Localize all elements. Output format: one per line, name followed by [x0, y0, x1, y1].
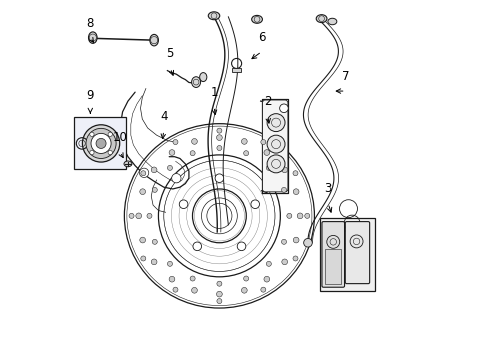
Ellipse shape [199, 73, 206, 82]
Circle shape [169, 276, 175, 282]
Circle shape [179, 200, 187, 208]
Circle shape [141, 171, 145, 176]
Circle shape [303, 238, 312, 247]
Circle shape [152, 188, 157, 192]
Circle shape [82, 125, 120, 162]
Circle shape [243, 276, 248, 281]
Bar [325, 249, 341, 284]
Circle shape [217, 128, 222, 133]
Text: 8: 8 [86, 17, 94, 30]
Circle shape [266, 261, 271, 266]
Circle shape [281, 239, 286, 244]
Ellipse shape [124, 161, 132, 167]
Circle shape [297, 213, 303, 219]
Circle shape [173, 140, 178, 145]
Circle shape [108, 132, 112, 136]
Circle shape [241, 139, 247, 144]
Circle shape [266, 135, 285, 153]
Circle shape [217, 298, 222, 303]
Circle shape [281, 188, 286, 192]
Circle shape [264, 150, 269, 156]
Circle shape [217, 145, 222, 150]
Circle shape [217, 281, 222, 286]
Circle shape [250, 200, 259, 208]
Circle shape [216, 135, 222, 140]
Circle shape [260, 287, 265, 292]
Text: 4: 4 [160, 110, 167, 123]
FancyBboxPatch shape [321, 222, 344, 287]
Bar [319, 218, 375, 291]
Ellipse shape [316, 15, 326, 23]
Text: 6: 6 [258, 31, 265, 44]
Circle shape [91, 134, 111, 153]
Circle shape [139, 168, 148, 177]
Circle shape [190, 276, 195, 281]
Circle shape [260, 140, 265, 145]
Circle shape [243, 151, 248, 156]
Text: 1: 1 [210, 86, 217, 99]
Circle shape [266, 165, 271, 170]
Ellipse shape [149, 35, 158, 46]
Circle shape [169, 150, 175, 156]
Text: 5: 5 [166, 47, 174, 60]
Circle shape [167, 261, 172, 266]
Circle shape [141, 256, 145, 261]
Circle shape [215, 174, 223, 183]
Circle shape [293, 189, 298, 194]
Circle shape [292, 256, 297, 261]
Text: 9: 9 [86, 89, 94, 102]
FancyBboxPatch shape [262, 100, 287, 192]
Ellipse shape [88, 32, 97, 43]
Circle shape [264, 276, 269, 282]
Ellipse shape [208, 12, 219, 20]
Circle shape [96, 138, 106, 148]
Circle shape [216, 291, 222, 297]
FancyBboxPatch shape [345, 222, 369, 284]
Circle shape [266, 114, 285, 132]
Circle shape [136, 213, 142, 219]
Circle shape [286, 213, 291, 219]
Bar [232, 68, 241, 72]
Circle shape [266, 155, 285, 173]
Text: 2: 2 [264, 95, 271, 108]
Circle shape [86, 129, 116, 158]
Circle shape [281, 259, 287, 265]
Text: 3: 3 [324, 183, 331, 195]
Bar [74, 117, 126, 169]
Circle shape [167, 165, 172, 170]
Circle shape [279, 104, 287, 113]
Circle shape [293, 237, 298, 243]
Text: 7: 7 [341, 70, 348, 83]
Circle shape [90, 150, 94, 155]
Circle shape [90, 132, 94, 136]
Circle shape [151, 259, 157, 265]
Circle shape [151, 167, 157, 173]
Circle shape [281, 167, 287, 173]
Circle shape [191, 139, 197, 144]
Circle shape [173, 287, 178, 292]
Circle shape [241, 287, 247, 293]
Circle shape [152, 239, 157, 244]
Ellipse shape [191, 77, 200, 87]
Ellipse shape [327, 18, 336, 25]
Circle shape [140, 237, 145, 243]
Circle shape [190, 151, 195, 156]
Circle shape [171, 174, 181, 183]
Circle shape [237, 242, 245, 251]
Circle shape [140, 189, 145, 194]
Ellipse shape [251, 15, 262, 23]
Text: 10: 10 [112, 131, 127, 144]
Circle shape [147, 213, 152, 219]
Circle shape [193, 242, 201, 251]
Circle shape [191, 287, 197, 293]
Circle shape [129, 213, 134, 219]
Circle shape [292, 171, 297, 176]
Circle shape [108, 150, 112, 155]
Circle shape [304, 213, 309, 219]
